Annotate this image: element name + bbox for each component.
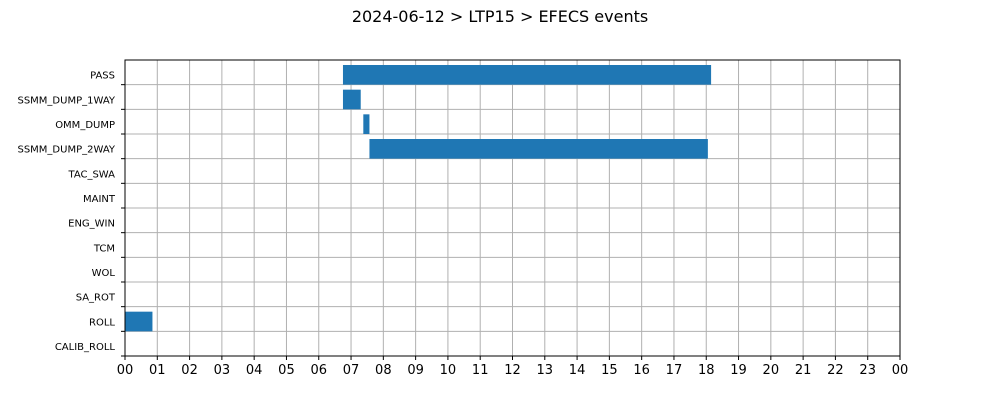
x-tick-label: 18 xyxy=(698,363,715,378)
y-tick-label: ROLL xyxy=(89,317,115,328)
x-tick-label: 08 xyxy=(375,363,392,378)
x-tick-label: 19 xyxy=(730,363,747,378)
y-tick-label: SA_ROT xyxy=(76,293,116,304)
y-tick-label: WOL xyxy=(92,268,116,279)
y-tick-label: OMM_DUMP xyxy=(55,120,115,131)
x-axis: 00 01 02 03 04 05 06 07 08 09 10 11 12 13 14 15 16 17 18 19… xyxy=(117,356,909,378)
x-tick-label: 14 xyxy=(569,363,586,378)
x-tick-label: 21 xyxy=(795,363,812,378)
x-tick-label: 15 xyxy=(601,363,618,378)
x-tick-label: 00 xyxy=(117,363,134,378)
event-bar xyxy=(369,139,708,159)
event-bars xyxy=(125,65,712,332)
y-tick-label: SSMM_DUMP_2WAY xyxy=(17,145,115,156)
x-tick-label: 10 xyxy=(440,363,457,378)
event-bar xyxy=(363,114,370,134)
x-tick-label: 05 xyxy=(278,363,295,378)
event-bar xyxy=(342,89,361,110)
x-tick-label: 23 xyxy=(859,363,876,378)
y-tick-label: SSMM_DUMP_1WAY xyxy=(17,95,115,106)
x-tick-label: 03 xyxy=(214,363,231,378)
grid xyxy=(124,60,901,356)
y-tick-label: ENG_WIN xyxy=(68,219,115,230)
event-bar xyxy=(125,311,153,332)
y-tick-label: MAINT xyxy=(83,194,116,205)
chart-title: 2024-06-12 > LTP15 > EFECS events xyxy=(352,7,648,26)
x-tick-label: 09 xyxy=(407,363,424,378)
x-tick-label: 06 xyxy=(310,363,327,378)
x-tick-label: 22 xyxy=(827,363,844,378)
x-tick-label: 20 xyxy=(763,363,780,378)
y-tick-label: TCM xyxy=(93,243,115,254)
x-tick-label: 01 xyxy=(149,363,166,378)
x-tick-label: 12 xyxy=(504,363,521,378)
x-tick-label: 16 xyxy=(633,363,650,378)
x-tick-label: 11 xyxy=(472,363,489,378)
y-tick-label: CALIB_ROLL xyxy=(55,342,116,353)
y-tick-label: TAC_SWA xyxy=(67,169,115,180)
x-tick-label: 13 xyxy=(537,363,554,378)
event-bar xyxy=(342,65,712,85)
x-tick-label: 04 xyxy=(246,363,263,378)
y-tick-label: PASS xyxy=(90,71,115,82)
x-tick-label: 02 xyxy=(181,363,198,378)
x-tick-label: 00 xyxy=(892,363,909,378)
x-tick-label: 17 xyxy=(666,363,683,378)
y-axis: PASS SSMM_DUMP_1WAY OMM_DUMP SSMM_DUMP_2WAY… xyxy=(17,71,125,357)
x-tick-label: 07 xyxy=(343,363,360,378)
